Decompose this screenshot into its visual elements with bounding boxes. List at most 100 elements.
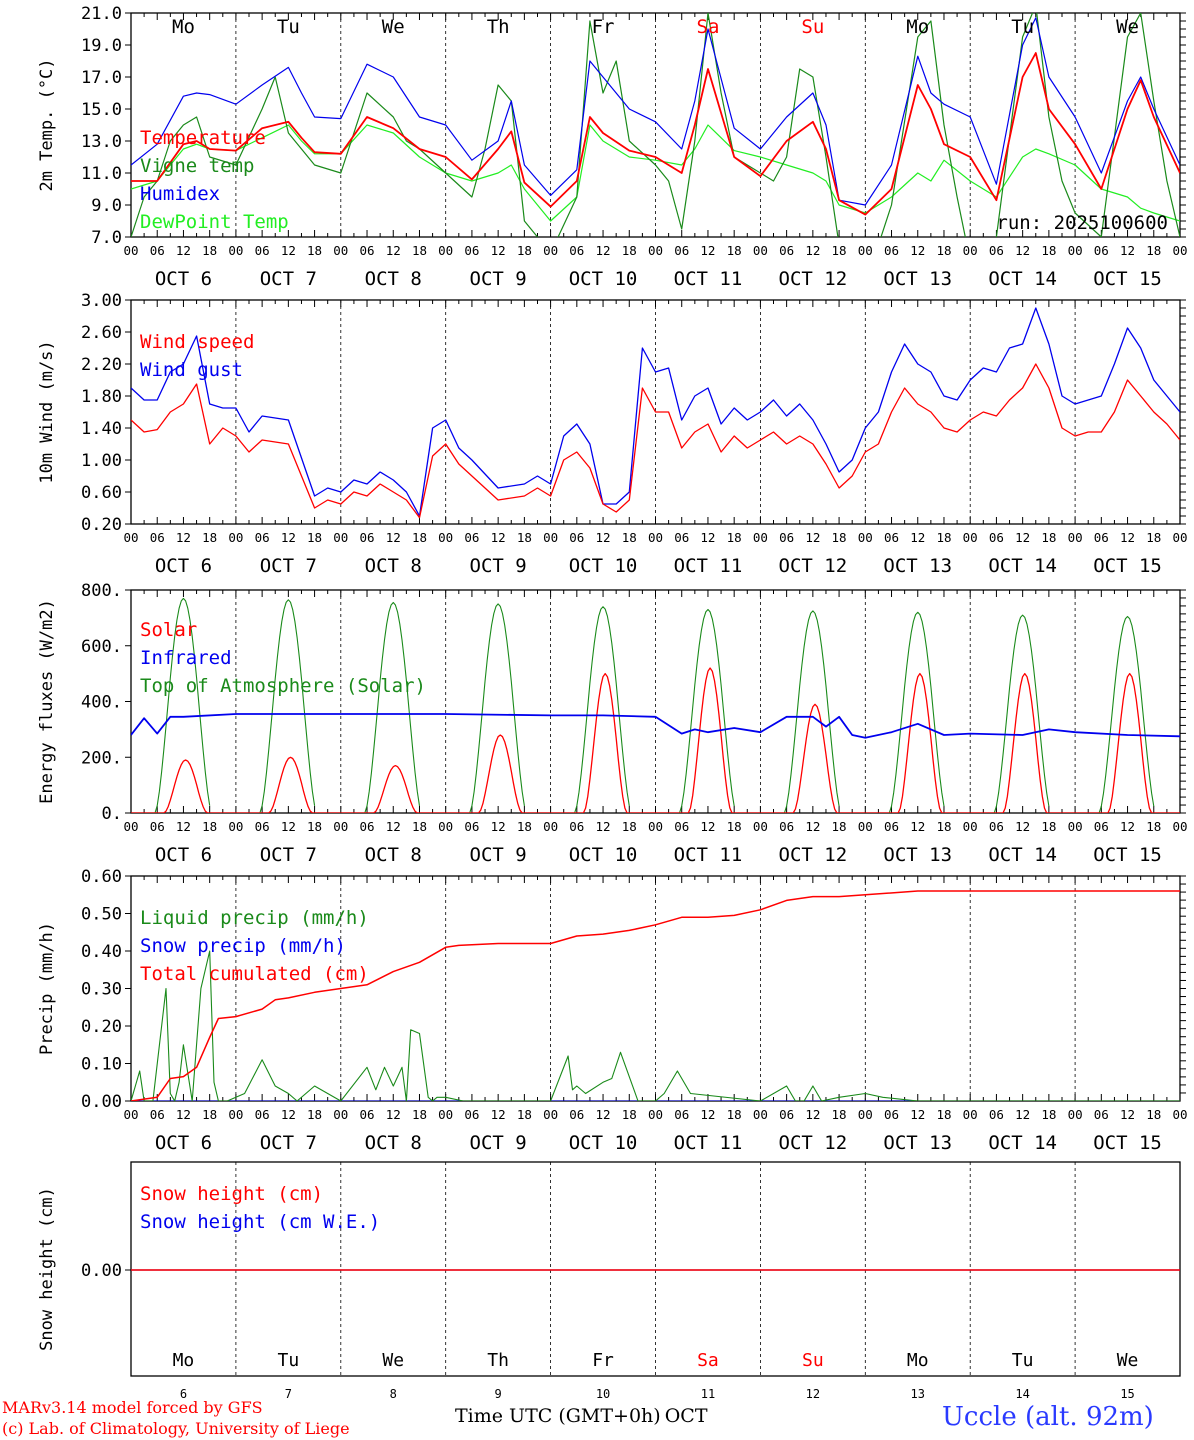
- series-line-wind-gust: [131, 307, 1180, 517]
- y-tick-label: 0.60: [81, 483, 122, 503]
- y-axis-label: Precip (mm/h): [37, 922, 57, 1055]
- hour-tick-label: 18: [517, 1107, 532, 1122]
- hour-tick-label: 00: [228, 243, 243, 258]
- date-label: OCT 14: [988, 555, 1057, 577]
- series-line-total-cumulated-cm-: [131, 890, 1180, 1101]
- hour-tick-label: 06: [674, 530, 689, 545]
- date-label: OCT 8: [365, 844, 422, 866]
- y-axis-label: Energy fluxes (W/m2): [37, 599, 57, 804]
- hour-tick-label: 18: [936, 1107, 951, 1122]
- date-label: OCT 9: [470, 268, 527, 290]
- weekday-label: Fr: [592, 16, 615, 38]
- hour-tick-label: 18: [1041, 530, 1056, 545]
- hour-tick-label: 18: [307, 819, 322, 834]
- time-axis-label: Time UTC (GMT+0h): [455, 1405, 661, 1427]
- hour-tick-label: 18: [517, 819, 532, 834]
- legend-humidex: Humidex: [140, 183, 220, 205]
- legend-wind-speed: Wind speed: [140, 331, 254, 353]
- hour-tick-label: 12: [176, 530, 191, 545]
- hour-tick-label: 06: [989, 819, 1004, 834]
- hour-tick-label: 12: [596, 243, 611, 258]
- hour-tick-label: 00: [228, 530, 243, 545]
- hour-tick-label: 18: [1146, 1107, 1161, 1122]
- legend-solar: Solar: [140, 619, 197, 641]
- hour-tick-label: 06: [989, 243, 1004, 258]
- hour-tick-label: 18: [202, 1107, 217, 1122]
- toa-solar-curve: [970, 614, 1050, 813]
- hour-tick-label: 00: [123, 1107, 138, 1122]
- hour-tick-label: 00: [648, 530, 663, 545]
- hour-tick-label: 18: [412, 243, 427, 258]
- hour-tick-label: 06: [359, 1107, 374, 1122]
- y-tick-label: 600.: [81, 637, 122, 657]
- hour-tick-label: 06: [779, 243, 794, 258]
- hour-tick-label: 06: [569, 243, 584, 258]
- legend-snow-height-cm-w-e-: Snow height (cm W.E.): [140, 1211, 380, 1233]
- hour-tick-label: 06: [989, 530, 1004, 545]
- hour-tick-label: 12: [386, 530, 401, 545]
- lab-credit: (c) Lab. of Climatology, University of L…: [2, 1419, 350, 1438]
- solar-curve: [235, 756, 341, 813]
- hour-tick-label: 00: [228, 819, 243, 834]
- hour-tick-label: 00: [1068, 530, 1083, 545]
- date-label: OCT 9: [470, 1132, 527, 1154]
- weekday-label: Su: [802, 1350, 824, 1371]
- y-tick-label: 7.0: [91, 228, 122, 248]
- hour-tick-label: 00: [543, 243, 558, 258]
- hour-tick-label: 12: [700, 243, 715, 258]
- hour-tick-label: 18: [412, 819, 427, 834]
- day-number-label: 11: [701, 1387, 715, 1401]
- hour-tick-label: 00: [648, 243, 663, 258]
- legend-infrared: Infrared: [140, 647, 232, 669]
- date-label: OCT 6: [155, 268, 212, 290]
- hour-tick-label: 06: [255, 243, 270, 258]
- hour-tick-label: 06: [464, 819, 479, 834]
- hour-tick-label: 06: [569, 819, 584, 834]
- hour-tick-label: 18: [832, 1107, 847, 1122]
- hour-tick-label: 18: [1041, 243, 1056, 258]
- weekday-label: We: [382, 16, 405, 38]
- hour-tick-label: 12: [281, 243, 296, 258]
- hour-tick-label: 00: [963, 243, 978, 258]
- day-number-label: 14: [1015, 1387, 1029, 1401]
- date-label: OCT 15: [1093, 844, 1162, 866]
- date-label: OCT 14: [988, 1132, 1057, 1154]
- weekday-label: We: [1117, 1350, 1139, 1371]
- toa-solar-curve: [550, 606, 630, 813]
- hour-tick-label: 00: [753, 243, 768, 258]
- date-label: OCT 7: [260, 844, 317, 866]
- hour-tick-label: 12: [805, 819, 820, 834]
- hour-tick-label: 00: [438, 1107, 453, 1122]
- hour-tick-label: 06: [1094, 530, 1109, 545]
- weekday-label: Th: [487, 16, 510, 38]
- time-axis-month: OCT: [664, 1405, 708, 1427]
- hour-tick-label: 06: [1094, 243, 1109, 258]
- panel-frame: 00 06 12 18 OCT 6 00 06 12 18 OCT 7 00 06 12 18 OCT 8 0…: [123, 875, 1188, 1154]
- weekday-label: Sa: [697, 1350, 719, 1371]
- toa-solar-curve: [235, 599, 316, 813]
- hour-tick-label: 12: [176, 1107, 191, 1122]
- series-line-dewpoint-temp: [131, 124, 1180, 222]
- hour-tick-label: 12: [176, 243, 191, 258]
- hour-tick-label: 18: [517, 530, 532, 545]
- legend-wind-gust: Wind gust: [140, 359, 243, 381]
- hour-tick-label: 12: [805, 1107, 820, 1122]
- y-axis: 0.00 0.10 0.20 0.30 0.40 0.50 0.60 Precip (mm/h…: [37, 867, 131, 1112]
- hour-tick-label: 00: [123, 530, 138, 545]
- y-tick-label: 1.80: [81, 387, 122, 407]
- y-tick-label: 0.00: [81, 1092, 122, 1112]
- hour-tick-label: 00: [333, 1107, 348, 1122]
- weekday-label: Mo: [173, 1350, 195, 1371]
- hour-tick-label: 06: [779, 530, 794, 545]
- hour-tick-label: 18: [936, 243, 951, 258]
- toa-solar-curve: [1075, 615, 1155, 813]
- date-label: OCT 15: [1093, 1132, 1162, 1154]
- date-label: OCT 10: [569, 1132, 638, 1154]
- y-tick-label: 13.0: [81, 132, 122, 152]
- hour-tick-label: 12: [700, 530, 715, 545]
- hour-tick-label: 18: [307, 243, 322, 258]
- date-label: OCT 13: [883, 1132, 952, 1154]
- hour-tick-label: 00: [333, 243, 348, 258]
- hour-tick-label: 18: [727, 819, 742, 834]
